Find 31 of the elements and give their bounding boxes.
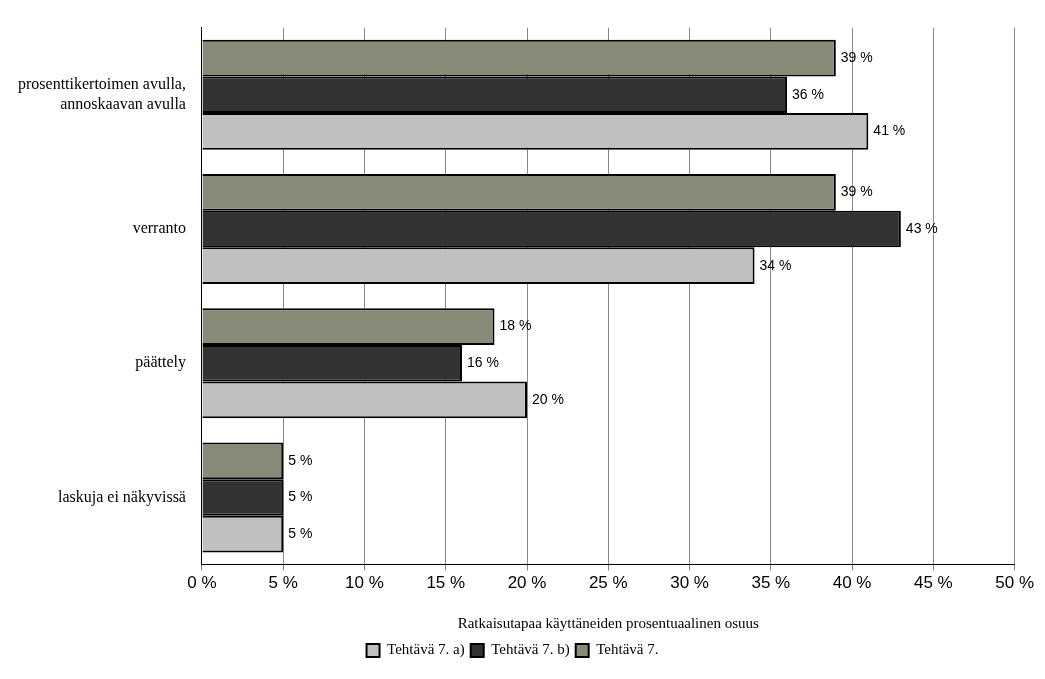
data-label: 43 %: [905, 219, 938, 236]
x-tick-label: 35 %: [751, 573, 791, 593]
data-label: 39 %: [840, 48, 873, 65]
data-label: 20 %: [532, 390, 564, 407]
x-tick-label: 5 %: [268, 573, 298, 593]
y-tick-label: päättely: [135, 353, 186, 372]
x-tick-label: 40 %: [832, 573, 872, 593]
data-label: 39 %: [840, 183, 873, 200]
data-label: 16 %: [467, 354, 499, 371]
x-tick-label: 45 %: [913, 573, 953, 593]
legend-label: Tehtävä 7. b): [491, 641, 570, 659]
data-label: 5 %: [288, 451, 313, 468]
data-label: 34 %: [759, 256, 792, 273]
y-tick-label: verranto: [132, 219, 186, 237]
data-label: 5 %: [288, 525, 313, 542]
x-tick-label: 15 %: [426, 573, 466, 593]
x-tick-label: 50 %: [995, 573, 1034, 593]
x-axis-title: Ratkaisutapaa käyttäneiden prosentuaalinen osuus: [457, 614, 760, 631]
x-tick-label: 25 %: [588, 573, 628, 593]
legend-label: Tehtävä 7. a): [387, 641, 465, 659]
y-tick-label: laskuja ei näkyvissä: [57, 487, 186, 506]
x-tick-label: 20 %: [507, 573, 547, 593]
data-label: 5 %: [288, 488, 313, 505]
data-label: 18 %: [499, 317, 532, 334]
legend-label: Tehtävä 7.: [596, 641, 659, 658]
data-label: 36 %: [792, 85, 824, 102]
data-label: 41 %: [873, 122, 906, 139]
y-tick-label: prosenttikertoimen avulla, annoskaavan avulla: [18, 75, 186, 112]
x-tick-label: 10 %: [345, 573, 384, 593]
x-tick-label: 30 %: [670, 573, 709, 593]
x-tick-label: 0 %: [187, 573, 217, 593]
